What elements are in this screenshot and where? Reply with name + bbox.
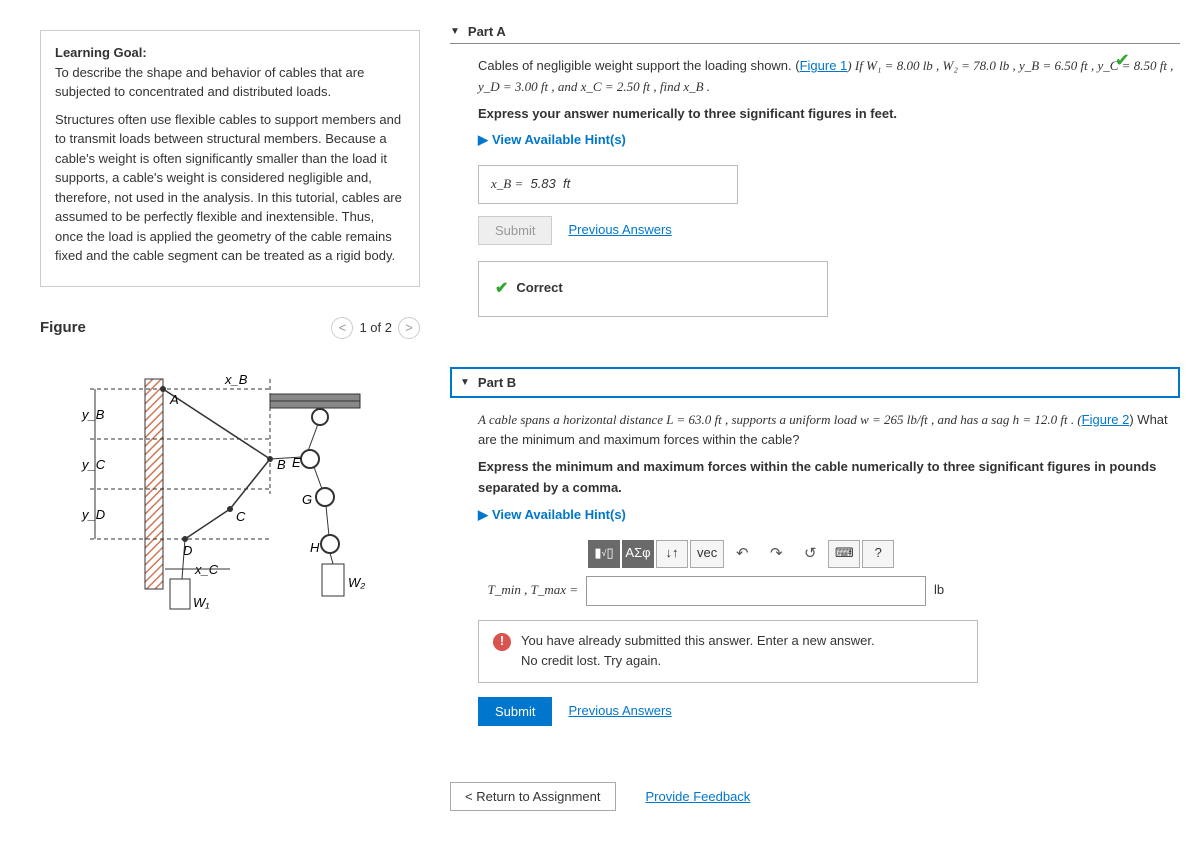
vec-button[interactable]: vec [690, 540, 724, 568]
provide-feedback-link[interactable]: Provide Feedback [646, 789, 751, 804]
part-b-answer-var: T_min , T_max = [478, 580, 578, 601]
part-b-hints-label: View Available Hint(s) [492, 505, 626, 526]
svg-text:H: H [310, 540, 320, 555]
figure-next-button[interactable]: > [398, 317, 420, 339]
part-a-submit-button: Submit [478, 216, 552, 245]
svg-text:G: G [302, 492, 312, 507]
part-b-title: Part B [478, 375, 516, 390]
return-label: Return to Assignment [476, 789, 600, 804]
part-a-hints-link[interactable]: ▶ View Available Hint(s) [478, 130, 1180, 151]
undo-button[interactable]: ↶ [726, 540, 758, 568]
part-a-instruction: Express your answer numerically to three… [478, 104, 1180, 125]
svg-text:y_C: y_C [81, 457, 106, 472]
figure-prev-button[interactable]: < [331, 317, 353, 339]
check-icon: ✔ [495, 276, 508, 302]
updown-button[interactable]: ↓↑ [656, 540, 688, 568]
figure-title: Figure [40, 319, 86, 336]
caret-right-icon: ▶ [478, 505, 488, 526]
svg-text:W₁: W₁ [193, 595, 209, 610]
figure-section: Figure < 1 of 2 > [40, 317, 420, 639]
right-panel: ✔ ▼ Part A Cables of negligible weight s… [450, 10, 1180, 811]
figure-nav-label: 1 of 2 [359, 320, 392, 335]
learning-goal-label: Learning Goal: [55, 45, 147, 60]
part-b-header[interactable]: ▼ Part B [450, 367, 1180, 398]
part-b-hints-link[interactable]: ▶ View Available Hint(s) [478, 505, 1180, 526]
learning-body: Structures often use flexible cables to … [55, 110, 405, 266]
reset-button[interactable]: ↺ [794, 540, 826, 568]
part-a-question-pre: Cables of negligible weight support the … [478, 58, 800, 73]
part-a-hints-label: View Available Hint(s) [492, 130, 626, 151]
learning-goal-text: To describe the shape and behavior of ca… [55, 65, 364, 100]
svg-text:x_B: x_B [224, 372, 248, 387]
keyboard-button[interactable]: ⌨ [828, 540, 860, 568]
footer-row: < Return to Assignment Provide Feedback [450, 782, 1180, 811]
return-to-assignment-button[interactable]: < Return to Assignment [450, 782, 616, 811]
learning-goal-box: Learning Goal: To describe the shape and… [40, 30, 420, 287]
part-complete-check-icon: ✔ [1115, 50, 1130, 71]
caret-right-icon: ▶ [478, 130, 488, 151]
left-panel: Learning Goal: To describe the shape and… [40, 10, 420, 811]
figure-1-link[interactable]: Figure 1 [800, 58, 848, 73]
help-button[interactable]: ? [862, 540, 894, 568]
part-a-answer-box: x_B = 5.83 ft [478, 165, 738, 204]
template-button[interactable]: ▮√▯ [588, 540, 620, 568]
caret-down-icon: ▼ [450, 26, 460, 37]
part-b-error-box: ! You have already submitted this answer… [478, 620, 978, 684]
part-b-previous-answers-link[interactable]: Previous Answers [568, 701, 671, 722]
part-b-instruction: Express the minimum and maximum forces w… [478, 457, 1180, 499]
part-a-correct-box: ✔ Correct [478, 261, 828, 317]
error-icon: ! [493, 633, 511, 651]
correct-label: Correct [516, 278, 562, 299]
error-line1: You have already submitted this answer. … [521, 631, 875, 652]
part-b-answer-unit: lb [934, 580, 974, 601]
svg-text:A: A [169, 392, 179, 407]
part-a-answer-var: x_B = [491, 176, 523, 191]
error-line2: No credit lost. Try again. [521, 651, 875, 672]
svg-text:y_D: y_D [81, 507, 105, 522]
caret-down-icon: ▼ [460, 377, 470, 388]
svg-text:W₂: W₂ [348, 575, 365, 590]
part-a-answer-val: 5.83 [530, 176, 555, 191]
svg-text:y_B: y_B [81, 407, 105, 422]
figure-2-link[interactable]: Figure 2 [1082, 412, 1130, 427]
part-a-previous-answers-link[interactable]: Previous Answers [568, 220, 671, 241]
part-a-title: Part A [468, 24, 506, 39]
svg-text:B: B [277, 457, 286, 472]
part-a-answer-unit: ft [563, 176, 570, 191]
redo-button[interactable]: ↷ [760, 540, 792, 568]
figure-image: A B C D E G H [40, 349, 420, 639]
part-b-body: A cable spans a horizontal distance L = … [450, 410, 1180, 763]
svg-text:C: C [236, 509, 246, 524]
part-b-question-pre: A cable spans a horizontal distance L = … [478, 412, 1082, 427]
part-a-body: Cables of negligible weight support the … [450, 56, 1180, 367]
part-b-submit-button[interactable]: Submit [478, 697, 552, 726]
input-toolbar: ▮√▯ ΑΣφ ↓↑ vec ↶ ↷ ↺ ⌨ ? [588, 540, 1180, 568]
greek-button[interactable]: ΑΣφ [622, 540, 654, 568]
svg-text:E: E [292, 455, 301, 470]
part-a-header[interactable]: ▼ Part A [450, 20, 1180, 44]
part-b-answer-input[interactable] [586, 576, 926, 606]
